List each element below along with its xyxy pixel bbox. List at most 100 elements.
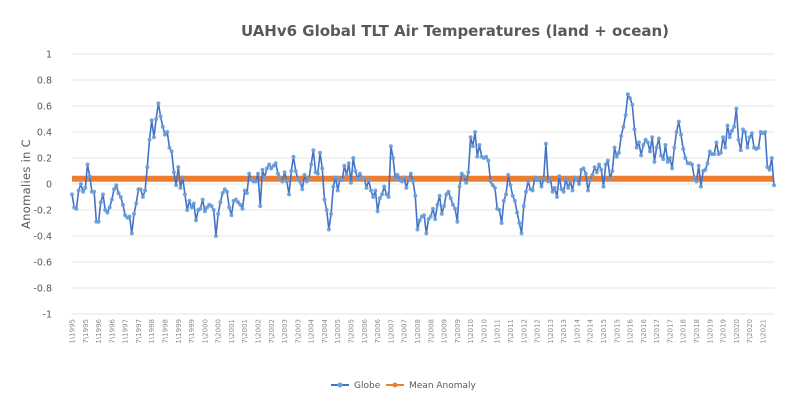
legend-mean-marker	[392, 382, 398, 388]
globe-point	[311, 148, 316, 153]
x-tick-label: 7\1998	[162, 319, 170, 344]
y-tick-label: 0.2	[37, 154, 52, 165]
globe-point	[393, 176, 398, 181]
globe-point	[639, 153, 644, 158]
globe-point	[174, 183, 179, 188]
x-tick-label: 1\1998	[148, 319, 156, 344]
globe-point	[550, 189, 555, 194]
globe-point	[594, 170, 599, 175]
globe-point	[681, 146, 686, 151]
legend-item-mean-anomaly[interactable]: Mean Anomaly	[386, 381, 477, 391]
globe-point	[736, 137, 741, 142]
globe-point	[291, 154, 296, 159]
y-axis-ticks: 1 0.8 0.6 0.4 0.2 0 -0.2 -0.4 -0.6 -0.8 -1	[33, 50, 52, 321]
globe-point	[723, 145, 728, 150]
globe-point	[167, 145, 172, 150]
globe-point	[344, 172, 349, 177]
legend: Globe Mean Anomaly	[331, 381, 477, 391]
globe-point	[628, 96, 633, 101]
globe-point	[714, 140, 719, 145]
globe-point	[240, 206, 245, 211]
globe-point	[621, 124, 626, 129]
globe-point	[154, 117, 159, 121]
globe-point	[205, 205, 210, 210]
globe-point	[769, 156, 774, 160]
globe-point	[143, 188, 148, 193]
globe-point	[364, 185, 369, 190]
globe-point	[683, 156, 688, 160]
x-tick-label: 1\1995	[69, 319, 77, 344]
legend-item-globe[interactable]: Globe	[331, 381, 381, 391]
globe-point	[375, 209, 380, 214]
globe-point	[189, 205, 194, 210]
globe-point	[362, 176, 367, 181]
globe-point	[663, 143, 668, 147]
globe-point	[634, 145, 639, 150]
globe-point	[371, 195, 376, 199]
globe-point	[763, 130, 768, 134]
x-tick-label: 7\2007	[401, 319, 409, 344]
x-tick-label: 7\2019	[720, 319, 728, 344]
globe-point	[149, 118, 154, 123]
globe-point	[721, 135, 726, 140]
globe-point	[676, 119, 681, 124]
globe-point	[70, 192, 74, 197]
globe-point	[382, 184, 387, 189]
globe-point	[391, 156, 396, 160]
globe-point	[614, 154, 619, 159]
globe-point	[581, 166, 586, 171]
globe-point	[585, 188, 590, 193]
globe-point	[315, 171, 320, 176]
globe-point	[151, 135, 156, 140]
globe-point	[329, 211, 334, 216]
x-tick-label: 7\2012	[534, 319, 542, 344]
globe-point	[745, 145, 750, 150]
y-tick-label: -0.8	[33, 284, 52, 295]
globe-point	[630, 102, 635, 107]
globe-point	[413, 193, 418, 198]
x-tick-label: 7\2004	[321, 318, 329, 343]
x-tick-label: 1\2002	[255, 319, 263, 344]
x-tick-label: 1\2011	[494, 319, 502, 344]
x-tick-label: 7\1999	[188, 319, 196, 344]
globe-point	[404, 185, 409, 190]
globe-point	[473, 130, 478, 134]
x-tick-label: 7\2005	[348, 319, 356, 344]
globe-point	[678, 132, 683, 137]
x-tick-label: 1\2000	[201, 319, 209, 344]
globe-point	[289, 169, 294, 173]
x-tick-label: 7\2018	[693, 319, 701, 344]
globe-point	[605, 158, 610, 163]
globe-point	[107, 205, 112, 210]
globe-point	[506, 172, 511, 177]
globe-point	[461, 174, 466, 179]
globe-point	[608, 176, 613, 181]
globe-point	[200, 197, 205, 202]
globe-point	[238, 202, 243, 207]
globe-point	[216, 211, 221, 216]
globe-point	[264, 166, 269, 171]
globe-point	[81, 189, 86, 194]
globe-point	[101, 192, 106, 197]
globe-point	[87, 174, 92, 179]
legend-label-globe: Globe	[354, 381, 381, 391]
globe-point	[160, 124, 165, 129]
x-tick-label: 7\1996	[108, 318, 116, 343]
globe-point	[222, 187, 227, 192]
globe-point	[103, 208, 108, 212]
globe-point	[377, 196, 382, 201]
globe-point	[258, 204, 263, 209]
globe-point	[284, 179, 289, 184]
x-tick-label: 7\2016	[640, 318, 648, 343]
globe-point	[504, 192, 509, 197]
globe-point	[740, 127, 745, 132]
globe-point	[333, 175, 338, 180]
globe-point	[554, 195, 559, 199]
y-tick-label: 1	[46, 50, 52, 61]
globe-point	[512, 198, 517, 203]
globe-point	[743, 130, 748, 134]
globe-point	[134, 201, 139, 206]
globe-point	[537, 176, 542, 181]
globe-point	[271, 163, 276, 168]
globe-point	[218, 200, 223, 205]
